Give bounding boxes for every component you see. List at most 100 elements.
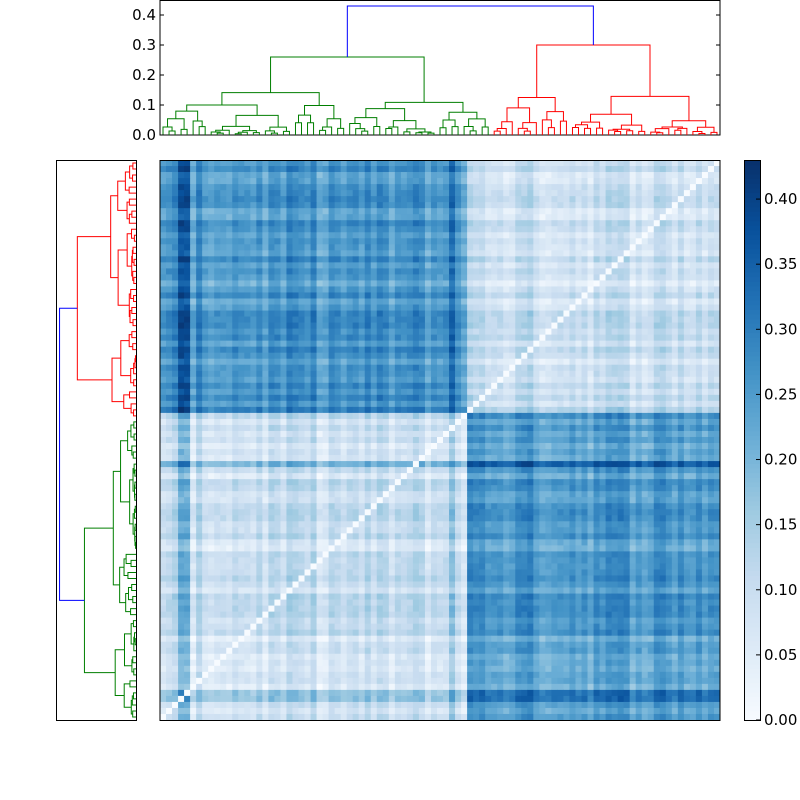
heatmap-cell xyxy=(196,166,203,173)
heatmap-cell xyxy=(599,322,606,329)
heatmap-cell xyxy=(364,172,372,179)
heatmap-cell xyxy=(713,214,721,221)
heatmap-cell xyxy=(455,304,462,311)
heatmap-cell xyxy=(563,196,570,203)
heatmap-cell xyxy=(443,418,450,426)
heatmap-cell xyxy=(400,418,408,426)
heatmap-cell xyxy=(316,436,323,444)
heatmap-cell xyxy=(172,316,179,323)
heatmap-cell xyxy=(376,322,384,329)
heatmap-cell xyxy=(334,280,342,287)
heatmap-cell xyxy=(208,160,215,167)
heatmap-cell xyxy=(334,322,342,329)
heatmap-cell xyxy=(539,364,546,372)
heatmap-cell xyxy=(707,394,715,402)
heatmap-cell xyxy=(533,160,540,167)
heatmap-cell xyxy=(256,455,263,462)
heatmap-cell xyxy=(370,304,378,311)
heatmap-cell xyxy=(388,196,396,203)
heatmap-cell xyxy=(497,382,504,390)
heatmap-cell xyxy=(328,226,336,233)
dendrogram-link xyxy=(128,334,133,348)
heatmap-cell xyxy=(593,461,600,468)
heatmap-cell xyxy=(449,268,456,275)
heatmap-cell xyxy=(689,455,697,462)
heatmap-cell xyxy=(220,418,227,426)
heatmap-cell xyxy=(653,364,661,372)
heatmap-cell xyxy=(208,340,215,348)
heatmap-cell xyxy=(244,310,251,317)
heatmap-cell xyxy=(467,220,474,227)
heatmap-cell xyxy=(268,208,275,215)
heatmap-cell xyxy=(286,310,293,317)
heatmap-cell xyxy=(629,400,637,408)
heatmap-cell xyxy=(665,449,673,456)
heatmap-cell xyxy=(473,358,480,366)
heatmap-cell xyxy=(587,250,594,257)
heatmap-cell xyxy=(503,262,510,269)
heatmap-cell xyxy=(449,406,456,414)
heatmap-cell xyxy=(701,376,709,384)
heatmap-cell xyxy=(455,262,462,269)
heatmap-cell xyxy=(418,250,426,257)
heatmap-cell xyxy=(617,443,625,450)
heatmap-cell xyxy=(659,346,667,354)
heatmap-cell xyxy=(436,430,444,438)
heatmap-cell xyxy=(220,256,227,263)
heatmap-cell xyxy=(455,382,462,390)
heatmap-cell xyxy=(683,334,691,342)
heatmap-cell xyxy=(280,430,287,438)
heatmap-cell xyxy=(364,238,372,245)
heatmap-cell xyxy=(370,328,378,336)
heatmap-cell xyxy=(274,467,281,474)
heatmap-cell xyxy=(647,328,655,336)
heatmap-cell xyxy=(172,226,179,233)
heatmap-cell xyxy=(713,244,721,251)
heatmap-cell xyxy=(400,382,408,390)
heatmap-cell xyxy=(202,304,209,311)
heatmap-cell xyxy=(503,196,510,203)
heatmap-cell xyxy=(557,436,564,444)
heatmap-cell xyxy=(461,467,468,474)
heatmap-cell xyxy=(388,298,396,305)
heatmap-cell xyxy=(262,364,269,372)
heatmap-cell xyxy=(521,388,528,396)
heatmap-cell xyxy=(617,250,625,257)
heatmap-cell xyxy=(563,430,570,438)
heatmap-cell xyxy=(689,208,697,215)
heatmap-cell xyxy=(623,160,631,167)
heatmap-cell xyxy=(208,190,215,197)
heatmap-cell xyxy=(394,172,402,179)
heatmap-cell xyxy=(424,376,432,384)
heatmap-cell xyxy=(316,232,323,239)
heatmap-cell xyxy=(418,430,426,438)
heatmap-cell xyxy=(647,455,655,462)
heatmap-cell xyxy=(190,455,197,462)
heatmap-cell xyxy=(310,226,317,233)
heatmap-cell xyxy=(292,364,299,372)
heatmap-cell xyxy=(178,346,185,354)
heatmap-cell xyxy=(461,304,468,311)
heatmap-cell xyxy=(659,226,667,233)
heatmap-cell xyxy=(605,262,613,269)
heatmap-cell xyxy=(629,190,637,197)
heatmap-cell xyxy=(250,220,257,227)
heatmap-cell xyxy=(713,226,721,233)
heatmap-cell xyxy=(581,292,588,299)
heatmap-cell xyxy=(250,400,257,408)
heatmap-cell xyxy=(226,304,233,311)
heatmap-cell xyxy=(563,184,570,191)
heatmap-cell xyxy=(250,178,257,185)
heatmap-cell xyxy=(683,214,691,221)
heatmap-cell xyxy=(220,449,227,456)
heatmap-cell xyxy=(551,214,558,221)
heatmap-cell xyxy=(214,208,221,215)
heatmap-cell xyxy=(617,406,625,414)
heatmap-cell xyxy=(629,316,637,323)
heatmap-cell xyxy=(364,322,372,329)
heatmap-cell xyxy=(388,214,396,221)
heatmap-cell xyxy=(683,412,691,420)
heatmap-cell xyxy=(503,328,510,336)
heatmap-cell xyxy=(521,322,528,329)
heatmap-cell xyxy=(635,184,643,191)
